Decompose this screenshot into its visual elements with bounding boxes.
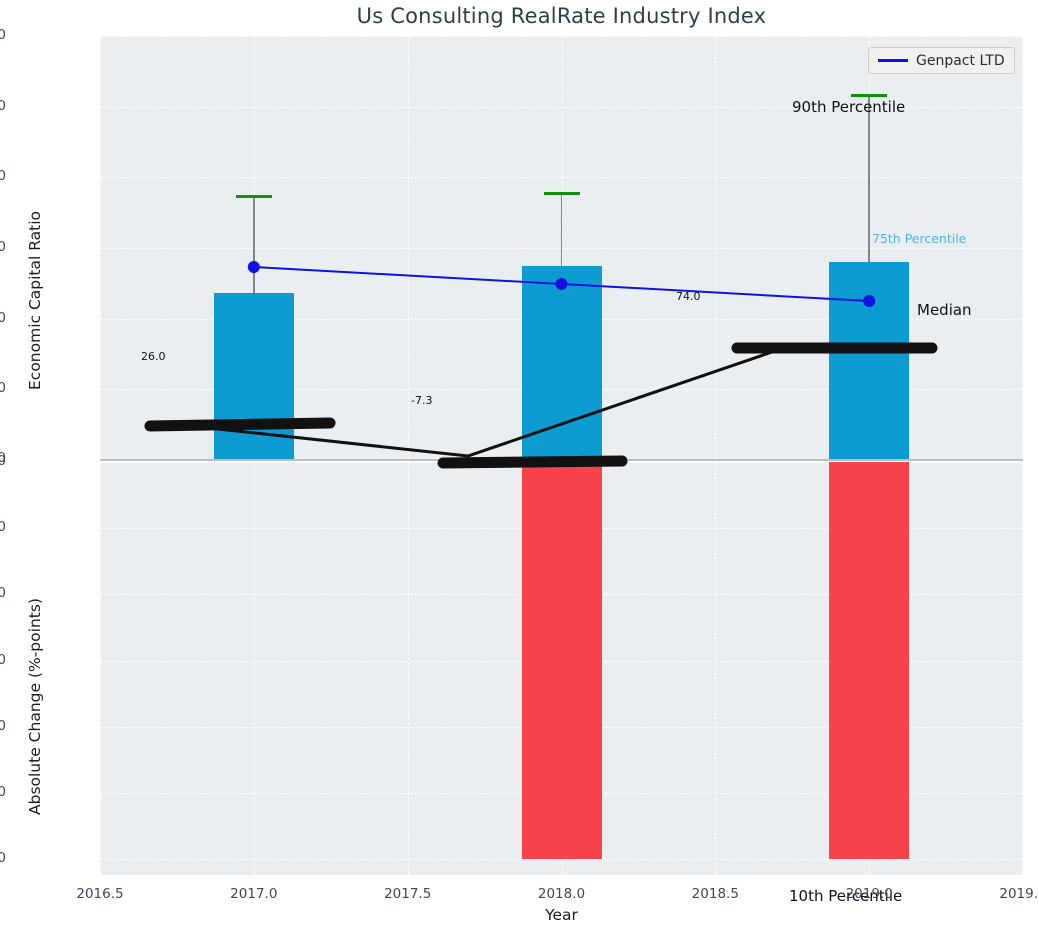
xtick-2017-5: 2017.5: [384, 886, 432, 902]
gridline-x2-2017-5: [407, 462, 409, 875]
xtick-2018-5: 2018.5: [691, 886, 739, 902]
legend-line-swatch-genpact: [878, 59, 908, 62]
ytick-bottom-0-text: 0: [0, 453, 6, 469]
ytick-bottom-m800-text: −800: [0, 717, 6, 734]
ytick-top-150-text: 150: [0, 239, 6, 255]
bar-p75-2017: [213, 293, 294, 460]
median-value-label-2019: 74.0: [676, 290, 701, 303]
whisker-cap-p90-2019: [851, 94, 888, 97]
gridline-x2-2016-5: [100, 462, 101, 875]
median-value-label-2018: -7.3: [411, 394, 433, 407]
ytick-bottom-m600-text: −600: [0, 651, 6, 668]
gridline-x-2016-5: [100, 36, 101, 460]
gridline-x2-2019-5: [1022, 462, 1023, 875]
bar-p75-2018: [521, 266, 602, 460]
xtick-2018-0: 2018.0: [537, 886, 586, 902]
chart-title: Us Consulting RealRate Industry Index: [356, 4, 767, 28]
ytick-bottom-m1200-text: −1200: [0, 850, 6, 866]
ytick-top-50-text: 50: [0, 380, 6, 397]
bar-change-2018: [521, 462, 602, 859]
ytick-top-250-text: 250: [0, 97, 6, 114]
whisker-cap-p90-2018: [543, 192, 580, 195]
gridline-x2-2018-5: [715, 462, 717, 875]
median-value-label-2017: 26.0: [141, 350, 166, 363]
ytick-bottom-m1000-text: −1000: [0, 783, 6, 800]
ytick-top-200-text: 200: [0, 168, 6, 185]
bar-change-2019: [829, 462, 910, 859]
ytick-top-0-text: 0: [0, 450, 6, 466]
x-axis-label: Year: [545, 906, 578, 924]
gridline-x-2018-5: [715, 36, 717, 460]
ytick-top-300-text: 300: [0, 27, 6, 43]
gridline-x2-2017-0: [253, 462, 255, 875]
ytick-top-100-text: 100: [0, 309, 6, 326]
ytick-bottom-m200-text: −200: [0, 519, 6, 536]
xtick-2019-0: 2019.0: [845, 886, 893, 902]
annotation-median: Median: [917, 301, 972, 319]
bar-p75-2019: [829, 262, 910, 460]
y-axis-label-upper: Economic Capital Ratio: [26, 210, 44, 390]
lower-plot-area: [100, 462, 1023, 875]
xtick-2017-0: 2017.0: [230, 886, 278, 902]
panel-divider: [100, 459, 1023, 461]
xtick-2019-5: 2019.5: [999, 886, 1039, 902]
annotation-75th-percentile: 75th Percentile: [872, 231, 967, 246]
annotation-10th-percentile: 10th Percentile: [789, 887, 903, 905]
gridline-x-2019-5: [1022, 36, 1023, 460]
chart-legend[interactable]: Genpact LTD: [868, 47, 1015, 74]
ytick-bottom-m400-text: −400: [0, 585, 6, 602]
legend-label-genpact: Genpact LTD: [916, 52, 1005, 69]
gridline-x-2017-5: [407, 36, 409, 460]
whisker-cap-p90-2017: [236, 195, 272, 198]
xtick-2016-5: 2016.5: [76, 886, 124, 902]
annotation-90th-percentile: 90th Percentile: [792, 98, 906, 116]
y-axis-label-lower: Absolute Change (%-points): [26, 598, 44, 815]
